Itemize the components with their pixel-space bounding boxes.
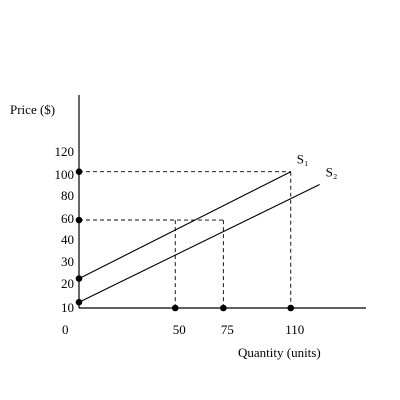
supply-lines: S₁ S₂	[78, 152, 338, 303]
supply-line-1	[78, 171, 291, 280]
x-axis-point	[171, 304, 179, 312]
x-tick-label: 50	[173, 322, 186, 337]
y-axis-point	[75, 275, 83, 282]
y-axis-point	[75, 168, 83, 175]
x-axis-point	[220, 304, 227, 312]
y-tick-label: 80	[61, 188, 74, 203]
y-tick-label: 120	[55, 144, 75, 159]
guide-lines	[79, 171, 292, 308]
y-tick-labels: 120 100 80 60 40 30 20 10	[55, 144, 75, 315]
y-tick-label: 100	[55, 167, 75, 182]
y-tick-label: 20	[61, 276, 74, 291]
series-label: S₁	[297, 152, 309, 167]
origin-label: 0	[62, 322, 69, 337]
x-axis-label: Quantity (units)	[238, 345, 321, 360]
axes	[78, 95, 366, 309]
series-label: S₂	[326, 165, 338, 180]
y-axis-label: Price ($)	[10, 102, 55, 117]
x-axis-point	[287, 304, 295, 312]
y-axis-point	[75, 216, 83, 224]
y-tick-label: 30	[61, 254, 74, 269]
y-axis-point	[75, 298, 83, 306]
x-tick-label: 75	[221, 322, 234, 337]
y-tick-label: 10	[61, 300, 74, 315]
x-tick-label: 110	[285, 322, 304, 337]
axis-points	[75, 168, 295, 312]
y-tick-label: 60	[61, 211, 74, 226]
x-tick-labels: 50 75 110	[173, 322, 305, 337]
supply-line-2	[78, 184, 320, 303]
y-tick-label: 40	[61, 232, 74, 247]
